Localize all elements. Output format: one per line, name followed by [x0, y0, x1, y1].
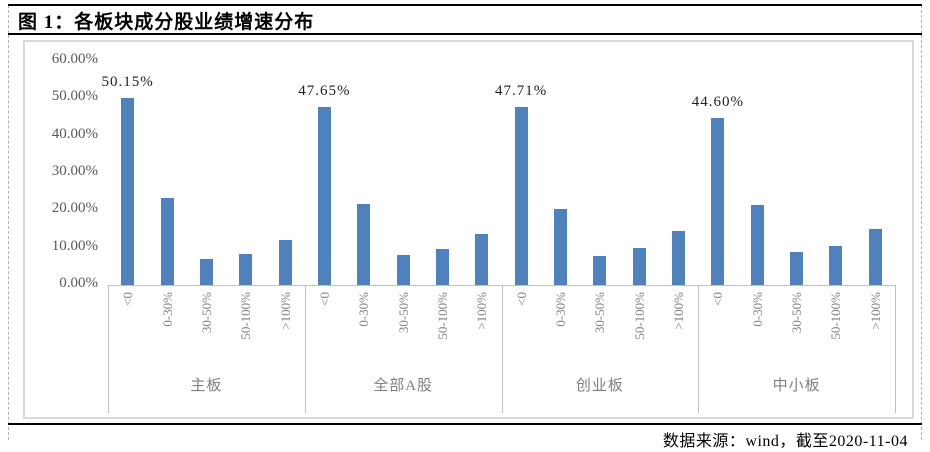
y-axis-tick-label: 40.00% — [51, 125, 98, 142]
x-axis-tick-label: 50-100% — [434, 292, 450, 340]
x-axis-tick-label: <0 — [513, 292, 529, 306]
bar-全部A股-<0 — [317, 107, 331, 285]
x-axis-tick-label: >100% — [277, 292, 293, 330]
bar-中小板-50-100% — [829, 245, 843, 285]
bar-中小板->100% — [868, 229, 882, 285]
y-axis-tick-label: 50.00% — [51, 88, 98, 105]
bottom-rule — [8, 423, 922, 425]
chart-frame — [23, 40, 914, 419]
x-axis-tick-label: 30-50% — [592, 292, 608, 334]
x-axis-tick-label: 30-50% — [789, 292, 805, 334]
title-underline-rule — [8, 33, 922, 35]
x-axis-tick-label: <0 — [120, 292, 136, 306]
bar-创业板-<0 — [514, 106, 528, 285]
x-axis-tick-label: 30-50% — [395, 292, 411, 334]
x-axis-tick-label: 50-100% — [828, 292, 844, 340]
category-group-divider — [305, 285, 306, 413]
x-axis-tick-label: 0-30% — [553, 292, 569, 327]
category-group-label: 中小板 — [772, 378, 821, 394]
x-axis-tick-label: 50-100% — [631, 292, 647, 340]
bar-data-label: 47.65% — [298, 83, 351, 100]
category-group-divider — [108, 285, 109, 413]
x-axis-tick-label: <0 — [710, 292, 726, 306]
category-group-divider — [698, 285, 699, 413]
x-axis-tick-label: >100% — [867, 292, 883, 330]
y-axis-tick-label: 60.00% — [51, 51, 98, 67]
y-axis-tick-label: 10.00% — [51, 237, 98, 254]
bar-中小板-<0 — [711, 118, 725, 285]
top-rule — [8, 4, 922, 6]
bar-data-label: 44.60% — [691, 94, 745, 111]
bar-全部A股-30-50% — [396, 255, 410, 285]
bar-全部A股->100% — [475, 233, 489, 285]
figure-title: 图 1：各板块成分股业绩增速分布 — [18, 12, 315, 33]
category-group-divider — [502, 285, 503, 413]
bar-全部A股-0-30% — [357, 203, 371, 285]
right-text-boundary-line — [921, 5, 922, 440]
left-text-boundary-line — [8, 5, 9, 440]
bar-创业板-50-100% — [632, 248, 646, 285]
x-axis-tick-label: 30-50% — [198, 292, 214, 334]
y-axis-tick-label: 20.00% — [51, 200, 98, 217]
bar-data-label: 47.71% — [495, 82, 548, 99]
x-axis-tick-label: 0-30% — [749, 292, 765, 327]
bar-中小板-30-50% — [790, 252, 804, 285]
category-group-label: 全部A股 — [373, 378, 434, 394]
bar-主板->100% — [278, 239, 292, 285]
bar-中小板-0-30% — [750, 204, 764, 285]
y-axis-tick-label: 30.00% — [51, 163, 98, 179]
bar-主板-50-100% — [239, 254, 253, 285]
x-axis-tick-label: 0-30% — [356, 292, 372, 327]
category-group-label: 创业板 — [575, 378, 624, 394]
x-axis-tick-label: <0 — [316, 292, 332, 306]
data-source-caption: 数据来源：wind，截至2020-11-04 — [662, 433, 908, 450]
bar-data-label: 50.15% — [101, 73, 154, 90]
category-group-divider — [895, 285, 896, 413]
x-axis-tick-label: 0-30% — [159, 292, 175, 327]
bar-创业板->100% — [672, 230, 686, 285]
x-axis-tick-label: >100% — [671, 292, 687, 330]
x-axis-tick-label: >100% — [474, 292, 490, 330]
y-axis-tick-label: 0.00% — [59, 275, 98, 291]
bar-创业板-30-50% — [593, 255, 607, 285]
bar-主板-0-30% — [160, 198, 174, 285]
category-group-label: 主板 — [190, 378, 223, 394]
bar-主板-<0 — [121, 97, 135, 285]
x-axis-tick-label: 50-100% — [238, 292, 254, 340]
bar-创业板-0-30% — [554, 208, 568, 285]
x-axis-line — [108, 285, 895, 286]
bar-主板-30-50% — [199, 258, 213, 285]
bar-全部A股-50-100% — [435, 248, 449, 285]
